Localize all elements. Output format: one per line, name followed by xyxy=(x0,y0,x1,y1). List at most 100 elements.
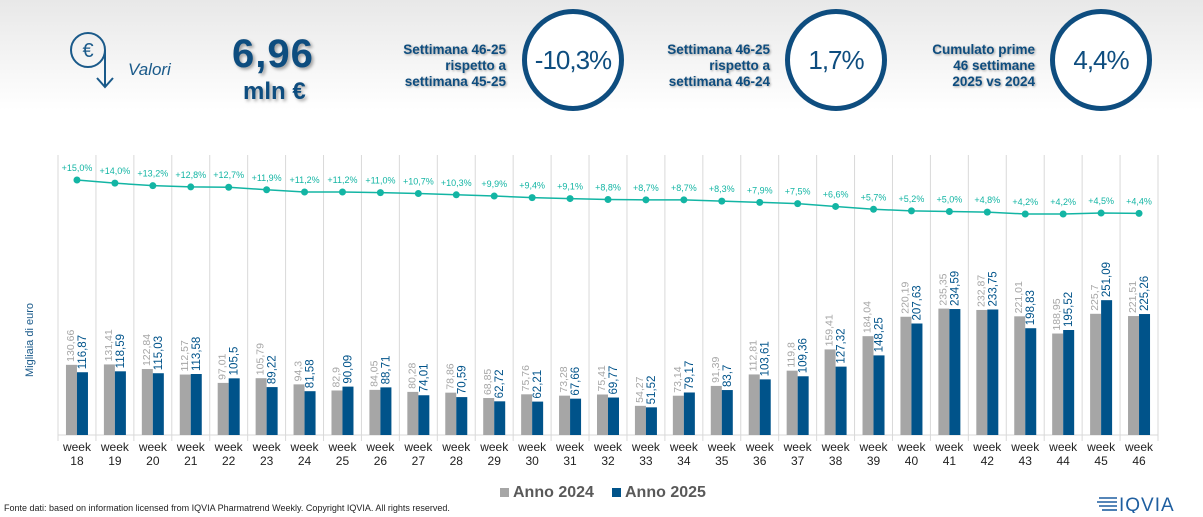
cumulative-label: +8,8% xyxy=(595,183,621,193)
cumulative-label: +10,3% xyxy=(441,178,472,188)
x-tick-label-line1: week xyxy=(214,440,244,454)
bar-2024 xyxy=(179,374,191,435)
cumulative-point xyxy=(1059,210,1067,218)
cumulative-point xyxy=(149,182,157,190)
bar-2025 xyxy=(570,398,582,435)
bar-label-2024: 82,9 xyxy=(330,367,342,388)
x-tick-label-line1: week xyxy=(783,440,813,454)
x-tick-label-line2: 28 xyxy=(450,454,464,468)
cumulative-point xyxy=(1097,209,1105,217)
x-tick-label-line2: 20 xyxy=(146,454,160,468)
bar-2024 xyxy=(521,394,533,435)
cumulative-label: +4,8% xyxy=(974,195,1000,205)
bar-2025 xyxy=(873,355,885,435)
cumulative-point xyxy=(338,188,346,196)
kpi-week-vs-last-year-value: 1,7% xyxy=(785,9,887,111)
total-value: 6,96 xyxy=(232,32,314,76)
bar-2025 xyxy=(911,323,923,435)
bar-label-2025: 109,36 xyxy=(798,338,810,373)
bar-label-2025: 103,61 xyxy=(760,341,772,376)
cumulative-point xyxy=(604,196,612,204)
bar-2024 xyxy=(938,308,950,435)
x-tick-label-line2: 26 xyxy=(374,454,388,468)
logo-text: IQVIA xyxy=(1119,495,1175,513)
x-tick-label-line1: week xyxy=(1086,440,1116,454)
bar-label-2024: 220,19 xyxy=(899,281,911,313)
cumulative-label: +15,0% xyxy=(62,163,93,173)
bar-2024 xyxy=(710,385,722,435)
cumulative-label: +4,5% xyxy=(1088,196,1114,206)
bar-2024 xyxy=(217,382,229,435)
bar-2024 xyxy=(331,390,343,435)
cumulative-label: +12,8% xyxy=(175,170,206,180)
bar-label-2025: 198,83 xyxy=(1025,290,1037,325)
cumulative-point xyxy=(1021,210,1029,218)
x-tick-label-line1: week xyxy=(896,440,926,454)
cumulative-point xyxy=(225,183,233,191)
euro-down-arrow-icon: € xyxy=(70,32,114,89)
x-tick-label-line1: week xyxy=(859,440,889,454)
kpi-week-vs-prev-week-label: Settimana 46-25 rispetto a settimana 45-… xyxy=(403,42,506,89)
cumulative-label: +12,7% xyxy=(213,170,244,180)
x-tick-label-line1: week xyxy=(100,440,130,454)
cumulative-point xyxy=(414,190,422,198)
x-tick-label-line1: week xyxy=(365,440,395,454)
bar-label-2024: 225,7 xyxy=(1089,284,1101,310)
bar-2024 xyxy=(786,370,798,435)
kpi-week-vs-prev-week-value: -10,3% xyxy=(522,9,624,111)
bar-label-2024: 221,51 xyxy=(1127,281,1139,313)
cumulative-point xyxy=(983,208,991,216)
x-tick-label-line1: week xyxy=(62,440,92,454)
bar-label-2024: 73,14 xyxy=(672,366,684,392)
bar-2025 xyxy=(797,376,809,435)
x-tick-label-line2: 34 xyxy=(677,454,691,468)
cumulative-label: +11,2% xyxy=(289,175,319,185)
legend-item-2024: Anno 2024 xyxy=(500,484,594,502)
bar-2025 xyxy=(456,397,468,435)
cumulative-label: +14,0% xyxy=(100,166,131,176)
bar-label-2024: 105,79 xyxy=(255,343,267,375)
cumulative-point xyxy=(376,189,384,197)
cumulative-point xyxy=(680,196,688,204)
x-tick-label-line2: 33 xyxy=(639,454,653,468)
bar-label-2024: 184,04 xyxy=(862,301,874,333)
bar-label-2024: 80,28 xyxy=(406,362,418,388)
x-tick-label-line1: week xyxy=(479,440,509,454)
cumulative-point xyxy=(73,176,81,184)
x-tick-label-line1: week xyxy=(972,440,1002,454)
cumulative-point xyxy=(718,197,726,205)
x-tick-label-line2: 24 xyxy=(298,454,312,468)
bar-label-2025: 74,01 xyxy=(418,363,430,392)
kpi-week-vs-last-year-label: Settimana 46-25 rispetto a settimana 46-… xyxy=(667,42,770,89)
x-tick-label-line1: week xyxy=(138,440,168,454)
bar-2024 xyxy=(634,405,646,435)
bar-label-2024: 221,01 xyxy=(1013,281,1025,313)
legend-swatch-2024 xyxy=(500,488,509,497)
bar-label-2025: 148,25 xyxy=(874,317,886,352)
x-tick-label-line1: week xyxy=(593,440,623,454)
bar-2025 xyxy=(342,386,354,435)
bar-label-2024: 232,87 xyxy=(975,275,987,307)
cumulative-label: +7,5% xyxy=(785,187,811,197)
x-tick-label-line2: 19 xyxy=(108,454,122,468)
bar-label-2025: 88,71 xyxy=(380,356,392,385)
bar-2024 xyxy=(1014,316,1026,435)
bar-2024 xyxy=(445,392,457,435)
x-tick-label-line2: 46 xyxy=(1132,454,1146,468)
cumulative-point xyxy=(452,191,460,199)
cumulative-point xyxy=(870,205,878,213)
bar-2024 xyxy=(672,395,684,435)
x-tick-label-line2: 43 xyxy=(1019,454,1033,468)
bar-label-2025: 225,26 xyxy=(1139,276,1151,311)
bar-label-2025: 207,63 xyxy=(911,285,923,320)
bar-2025 xyxy=(266,387,278,435)
bar-label-2024: 73,28 xyxy=(558,366,570,392)
x-tick-label-line1: week xyxy=(517,440,547,454)
x-tick-label-line2: 45 xyxy=(1094,454,1108,468)
cumulative-point xyxy=(945,207,953,215)
bar-2025 xyxy=(1139,314,1151,435)
cumulative-label: +11,2% xyxy=(327,175,357,185)
bar-label-2025: 251,09 xyxy=(1101,262,1113,297)
kpi-cumulative-value: 4,4% xyxy=(1050,9,1152,111)
